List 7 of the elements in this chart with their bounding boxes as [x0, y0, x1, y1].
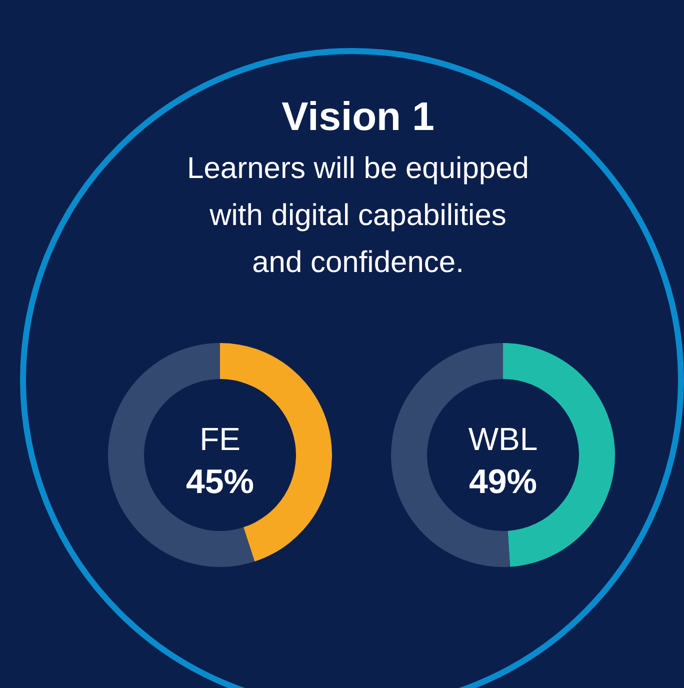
data-label: 45% — [186, 463, 254, 501]
text: Learners will be equipped with digital capabilities and confidence. — [187, 152, 529, 279]
slice-label: FE — [200, 421, 240, 457]
data-label: 49% — [468, 463, 538, 501]
slice-label: WBL — [468, 421, 538, 457]
text: Vision 1 — [282, 95, 434, 139]
donut-slice — [108, 343, 255, 567]
